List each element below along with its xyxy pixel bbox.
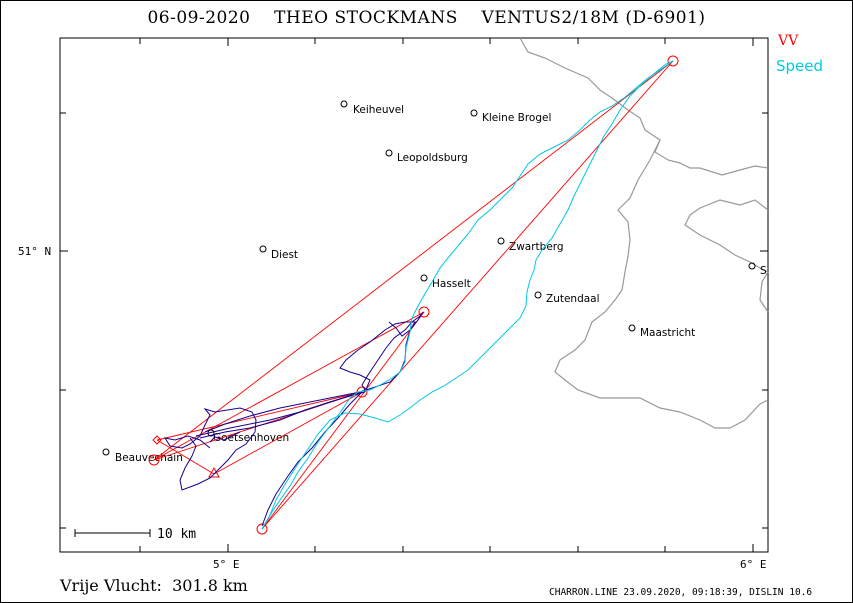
place-label-leopoldsburg: Leopoldsburg — [397, 152, 468, 164]
place-marker — [470, 109, 478, 117]
place-labels: Keiheuvel Kleine Brogel Leopoldsburg Die… — [115, 104, 767, 464]
glider-type: VENTUS2/18M (D-6901) — [481, 8, 706, 28]
lat-label: 51° N — [18, 245, 51, 258]
turnpoint-marker — [418, 306, 430, 318]
place-label-kleine-brogel: Kleine Brogel — [482, 112, 551, 124]
scale-bar — [74, 529, 151, 537]
task-lines — [153, 60, 674, 530]
summary-distance: 301.8 km — [172, 576, 248, 595]
place-marker — [497, 237, 505, 245]
country-borders — [519, 37, 769, 429]
place-label-s: S — [760, 265, 767, 277]
turnpoint-marker — [256, 523, 268, 535]
place-marker — [628, 324, 636, 332]
place-marker — [748, 262, 756, 270]
place-marker — [259, 245, 267, 253]
flight-date: 06-09-2020 — [147, 8, 251, 28]
lon-label-6e: 6° E — [740, 558, 767, 571]
place-marker — [534, 291, 542, 299]
axis-ticks — [60, 38, 768, 552]
place-markers — [102, 100, 756, 456]
place-marker — [102, 448, 110, 456]
turnpoint-marker — [356, 386, 368, 398]
scale-bar-label: 10 km — [157, 527, 196, 542]
footer-credits: CHARRON.LINE 23.09.2020, 09:18:39, DISLI… — [549, 587, 813, 598]
place-label-zwartberg: Zwartberg — [509, 241, 564, 253]
speed-track — [261, 60, 674, 530]
place-label-diest: Diest — [271, 249, 298, 261]
flight-summary: Vrije Vlucht: 301.8 km — [60, 576, 248, 595]
summary-label: Vrije Vlucht: — [60, 576, 162, 595]
turnpoints — [148, 55, 679, 535]
legend-task: VV — [778, 33, 799, 49]
place-label-maastricht: Maastricht — [640, 327, 695, 339]
place-marker — [420, 274, 428, 282]
plot-area — [59, 37, 769, 553]
lon-label-5e: 5° E — [213, 558, 240, 571]
place-label-zutendaal: Zutendaal — [546, 293, 600, 305]
place-label-keiheuvel: Keiheuvel — [353, 104, 404, 116]
pilot-name: THEO STOCKMANS — [274, 8, 458, 28]
flight-title: 06-09-2020 THEO STOCKMANS VENTUS2/18M (D… — [0, 8, 853, 28]
finish-diamond — [152, 435, 162, 445]
place-marker — [385, 149, 393, 157]
legend-speed: Speed — [776, 57, 824, 75]
start-triangle — [208, 466, 220, 478]
turnpoint-marker — [667, 55, 679, 67]
turnpoint-marker — [148, 454, 160, 466]
place-marker — [340, 100, 348, 108]
place-label-hasselt: Hasselt — [432, 278, 471, 290]
flight-track — [163, 311, 424, 527]
